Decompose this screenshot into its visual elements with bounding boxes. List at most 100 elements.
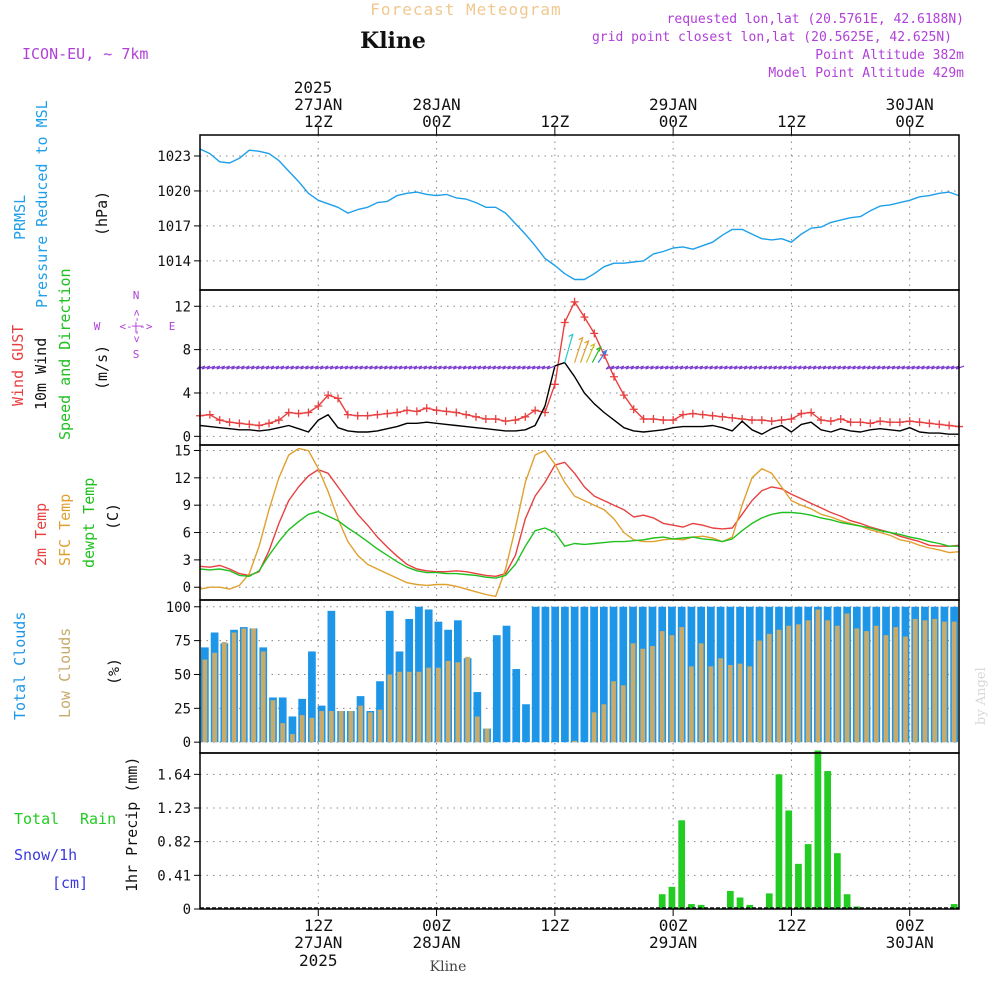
low-cloud-bar bbox=[659, 631, 665, 743]
total-cloud-bar bbox=[541, 606, 550, 743]
rain-bar bbox=[814, 750, 822, 909]
low-cloud-bar bbox=[805, 620, 811, 743]
temp-panel: 0 3 6 9 12 15 bbox=[174, 443, 960, 600]
gust-marker bbox=[718, 412, 727, 421]
temp-unit-label: (C) bbox=[104, 503, 122, 530]
low-cloud-bar bbox=[893, 627, 899, 743]
model-point-altitude: Model Point Altitude 429m bbox=[768, 66, 964, 81]
precip-ytick-label: 0 bbox=[183, 902, 191, 918]
top-year-label: 2025 bbox=[294, 78, 333, 97]
low-cloud-bar bbox=[854, 628, 860, 743]
low-cloud-bar bbox=[776, 629, 782, 743]
rain-bar bbox=[824, 771, 831, 909]
gust-marker bbox=[649, 414, 658, 423]
rain-bar bbox=[795, 863, 802, 909]
gust-marker bbox=[314, 401, 323, 410]
gust-marker bbox=[698, 410, 707, 419]
wind-ytick-label: 0 bbox=[183, 429, 191, 445]
temp2m-line bbox=[199, 461, 960, 577]
gust-marker bbox=[797, 409, 806, 418]
low-cloud-bar bbox=[338, 711, 344, 743]
gust-marker bbox=[748, 416, 756, 425]
gust-marker bbox=[629, 405, 638, 414]
gust-marker bbox=[886, 418, 894, 427]
precip-ytick-label: 0.41 bbox=[157, 868, 191, 884]
gust-marker bbox=[757, 416, 766, 425]
rain-bar bbox=[775, 774, 783, 909]
wind-arrow bbox=[564, 333, 574, 363]
gust-marker bbox=[274, 416, 283, 425]
wind-unit-label: (m/s) bbox=[93, 345, 111, 390]
temp-ytick-label: 9 bbox=[183, 498, 191, 514]
gust-marker bbox=[255, 421, 264, 430]
gust-marker bbox=[284, 408, 293, 417]
gust-marker bbox=[304, 408, 313, 417]
gust-marker bbox=[550, 380, 559, 389]
low-cloud-bar bbox=[737, 663, 743, 743]
wind-panel: 0 4 8 12 bbox=[174, 290, 965, 445]
wind-ytick-label: 8 bbox=[183, 343, 191, 359]
gust-marker bbox=[412, 407, 421, 416]
low-cloud-bar bbox=[640, 648, 646, 743]
top-date-label: 29JAN bbox=[649, 95, 697, 114]
low-cloud-bar bbox=[942, 621, 947, 743]
low-cloud-bar bbox=[796, 624, 801, 743]
precip-ytick-label: 0.82 bbox=[157, 835, 191, 851]
bottom-date-label: 30JAN bbox=[886, 933, 934, 952]
gust-marker bbox=[501, 417, 510, 426]
low-cloud-bar bbox=[689, 666, 694, 743]
top-date-label: 27JAN bbox=[294, 95, 342, 114]
gust-marker bbox=[363, 411, 372, 420]
total-cloud-bar bbox=[502, 625, 511, 743]
low-cloud-bar bbox=[835, 625, 840, 743]
low-cloud-bar bbox=[708, 666, 714, 743]
low-cloud-bar bbox=[786, 625, 792, 743]
low-cloud-bar bbox=[280, 723, 286, 743]
pressure-ytick-label: 1014 bbox=[157, 254, 191, 270]
rain-bar bbox=[697, 904, 705, 909]
low-cloud-bar bbox=[903, 636, 908, 743]
low-cloud-bar bbox=[348, 711, 354, 743]
rain-bar bbox=[746, 904, 754, 909]
rain-bar bbox=[658, 894, 666, 909]
gust-marker bbox=[807, 408, 816, 417]
location-title: Kline bbox=[360, 28, 426, 54]
total-cloud-bar bbox=[327, 610, 336, 743]
gust-marker bbox=[669, 416, 678, 425]
sfc-temp-label: SFC Temp bbox=[56, 494, 74, 566]
gust-marker bbox=[570, 297, 579, 306]
wind-arrow bbox=[591, 346, 602, 363]
low-cloud-bar bbox=[367, 712, 373, 743]
total-cloud-bar bbox=[609, 606, 618, 743]
wind-panel-labels: Wind GUST 10m Wind Speed and Direction (… bbox=[9, 268, 175, 440]
dewpt-line bbox=[199, 510, 959, 579]
rain-bar bbox=[950, 904, 958, 909]
rain-label: Rain bbox=[80, 810, 116, 828]
bottom-hour-label: 00Z bbox=[659, 916, 688, 935]
precip-ytick-label: 1.23 bbox=[157, 801, 191, 817]
model-label: ICON-EU, ~ 7km bbox=[22, 45, 148, 63]
temp2m-label: 2m Temp bbox=[32, 503, 50, 566]
low-clouds-label: Low Clouds bbox=[56, 628, 74, 718]
wind-arrow bbox=[585, 342, 596, 363]
top-hour-label: 12Z bbox=[304, 112, 333, 131]
low-cloud-bar bbox=[844, 613, 850, 743]
gust-marker bbox=[353, 411, 362, 420]
low-cloud-bar bbox=[329, 711, 334, 743]
low-cloud-bar bbox=[377, 709, 383, 743]
wind-dir-label: Speed and Direction bbox=[56, 268, 74, 440]
gust-marker bbox=[688, 409, 697, 418]
wind-ytick-label: 4 bbox=[183, 386, 191, 402]
precip-axis-label: 1hr Precip (mm) bbox=[123, 757, 141, 892]
gust-marker bbox=[422, 404, 431, 413]
total-cloud-bar bbox=[492, 635, 501, 743]
total-cloud-bar bbox=[512, 669, 521, 743]
gust-marker bbox=[659, 416, 668, 425]
precip-frame bbox=[199, 752, 960, 910]
pressure-ytick-label: 1017 bbox=[157, 219, 191, 235]
grid-point-coords: grid point closest lon,lat (20.5625E, 42… bbox=[592, 30, 952, 45]
wind-barb bbox=[546, 365, 556, 370]
total-cloud-bar bbox=[531, 606, 540, 743]
low-cloud-bar bbox=[951, 621, 957, 743]
gust-marker bbox=[481, 414, 490, 423]
